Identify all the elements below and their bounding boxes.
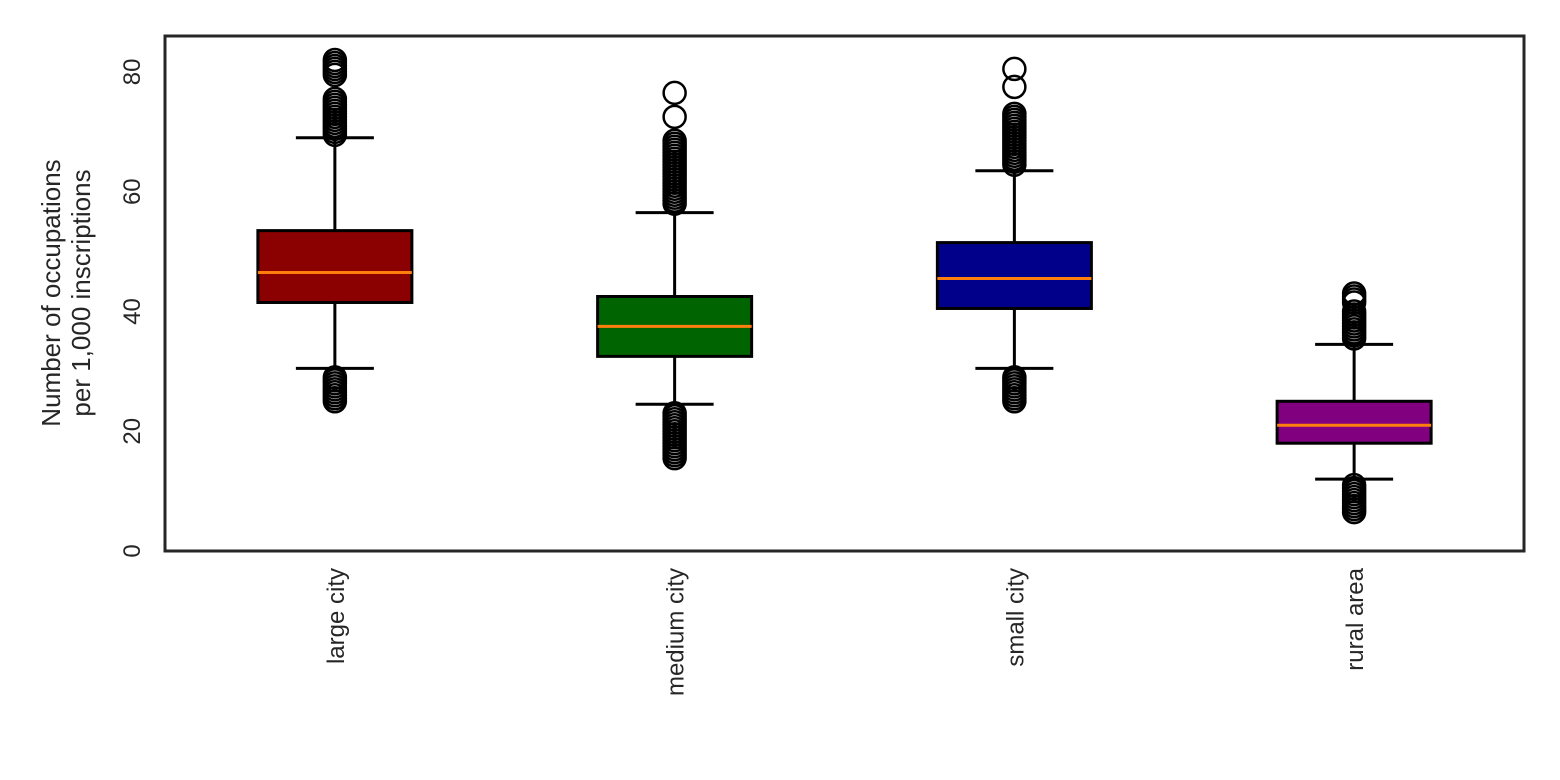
x-axis: large city medium city small city rural are… [323, 567, 1369, 696]
axes-frame [163, 34, 1526, 553]
box-group-rural-area [1275, 281, 1433, 525]
outlier-point [662, 128, 687, 154]
outlier-point [322, 86, 348, 112]
y-axis: 0 20 40 60 80 [119, 59, 146, 558]
iqr-box [1275, 399, 1433, 445]
x-tick-label: medium city [663, 568, 690, 696]
outlier-point [322, 47, 348, 73]
outlier-point [322, 365, 348, 390]
outlier-point [1341, 472, 1367, 498]
x-tick-label: small city [1002, 568, 1029, 667]
box-group-medium-city [596, 80, 754, 471]
outlier-point [1002, 56, 1027, 82]
iqr-box [256, 229, 414, 304]
outlier-point [1002, 365, 1027, 390]
y-tick-label: 0 [119, 544, 146, 557]
outlier-point [1341, 281, 1367, 306]
y-tick-label: 20 [119, 418, 146, 445]
box-group-small-city [935, 56, 1093, 414]
x-tick-label: rural area [1342, 567, 1369, 670]
y-axis-label-line-2: per 1,000 inscriptions [66, 169, 96, 416]
outlier-point [1002, 101, 1027, 127]
outlier-point [1341, 299, 1367, 324]
y-axis-label-line-1: Number of occupations [36, 159, 66, 426]
box-group-large-city [256, 47, 414, 414]
outlier-point [662, 401, 687, 426]
y-axis-label: Number of occupations per 1,000 inscript… [36, 159, 96, 426]
iqr-box [935, 241, 1093, 310]
y-tick-label: 60 [119, 178, 146, 205]
x-tick-label: large city [323, 568, 350, 664]
outlier-point [662, 80, 687, 106]
plot-area [256, 47, 1433, 525]
outlier-point [1002, 74, 1027, 100]
outlier-point [662, 104, 687, 130]
y-tick-label: 80 [119, 59, 146, 86]
y-tick-label: 40 [119, 298, 146, 325]
